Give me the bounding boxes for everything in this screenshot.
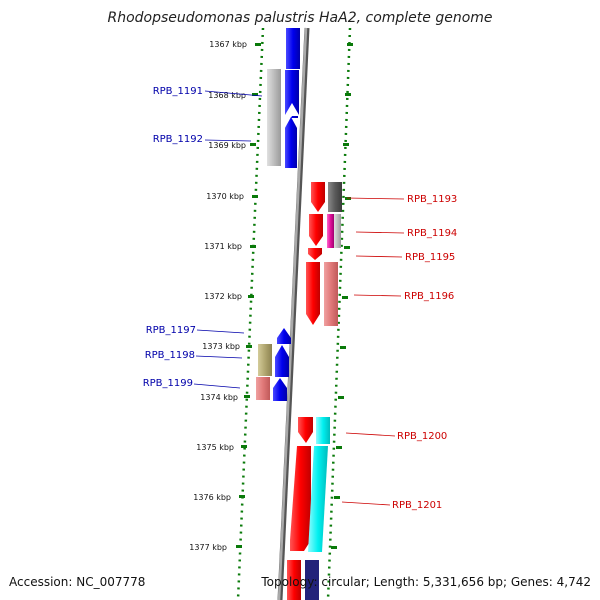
gene-label-rpb-1195[interactable]: RPB_1195 — [405, 252, 455, 263]
gene-arrow-right-strand[interactable] — [298, 417, 313, 443]
kbp-tick-label: 1370 kbp — [206, 192, 244, 201]
gene-label-rpb-1191[interactable]: RPB_1191 — [153, 86, 203, 97]
gene-block-right-strand[interactable] — [327, 214, 334, 248]
kbp-tick — [250, 245, 256, 248]
right-ruler-line — [326, 27, 352, 600]
leader-line — [196, 329, 245, 334]
gene-block-right-strand[interactable] — [334, 214, 341, 248]
left-strand-features — [256, 28, 301, 600]
gene-arrow-left-strand[interactable] — [285, 117, 297, 168]
kbp-tick-label: 1377 kbp — [189, 543, 227, 552]
gene-block-right-strand[interactable] — [328, 182, 342, 212]
kbp-ticks: 1367 kbp 1368 kbp 1369 kbp 1370 kbp 1371… — [189, 40, 353, 552]
gene-labels: RPB_1191 RPB_1192 RPB_1197 RPB_1198 RPB_… — [143, 86, 458, 511]
kbp-tick — [250, 143, 256, 146]
gene-block-left-strand[interactable] — [258, 344, 272, 376]
gene-arrow-left-strand[interactable] — [275, 345, 289, 377]
kbp-tick-label: 1374 kbp — [200, 393, 238, 402]
leader-line — [345, 432, 396, 437]
kbp-tick — [241, 445, 247, 448]
kbp-tick — [236, 545, 242, 548]
gene-label-rpb-1192[interactable]: RPB_1192 — [153, 134, 203, 145]
kbp-tick-label: 1372 kbp — [204, 292, 242, 301]
accession-label: Accession: NC_007778 — [9, 575, 145, 589]
gene-arrow-right-strand[interactable] — [306, 262, 320, 325]
kbp-tick-label: 1375 kbp — [196, 443, 234, 452]
kbp-tick-label: 1371 kbp — [204, 242, 242, 251]
leader-line — [204, 90, 263, 97]
gene-label-rpb-1197[interactable]: RPB_1197 — [146, 325, 196, 336]
kbp-tick — [255, 43, 261, 46]
leader-line — [355, 231, 405, 234]
gene-label-rpb-1193[interactable]: RPB_1193 — [407, 194, 457, 205]
gene-block-left-strand[interactable] — [267, 69, 281, 166]
right-ruler-tick — [338, 396, 344, 399]
gene-arrow-left-strand[interactable] — [277, 328, 291, 344]
right-ruler-tick — [334, 496, 340, 499]
right-ruler-tick — [345, 197, 351, 200]
gene-block-right-strand[interactable] — [324, 262, 338, 326]
gene-label-rpb-1201[interactable]: RPB_1201 — [392, 500, 442, 511]
gene-label-rpb-1196[interactable]: RPB_1196 — [404, 291, 454, 302]
leader-line — [204, 139, 252, 142]
kbp-tick-label: 1369 kbp — [208, 141, 246, 150]
leader-line — [353, 294, 402, 297]
gene-block-right-strand[interactable] — [305, 560, 319, 600]
right-ruler-tick — [347, 43, 353, 46]
gene-arrow-right-strand[interactable] — [308, 446, 328, 552]
leader-line — [195, 355, 243, 359]
right-ruler-tick — [340, 346, 346, 349]
kbp-tick — [239, 495, 245, 498]
leader-line — [341, 501, 391, 506]
right-ruler-tick — [344, 246, 350, 249]
kbp-tick-label: 1373 kbp — [202, 342, 240, 351]
kbp-tick — [252, 195, 258, 198]
gene-arrow-right-strand[interactable] — [309, 214, 323, 246]
right-ruler-tick — [342, 296, 348, 299]
gene-arrow-right-strand[interactable] — [311, 182, 325, 212]
gene-arrow-left-strand[interactable] — [286, 28, 300, 69]
gene-block-left-strand[interactable] — [287, 560, 301, 600]
kbp-tick — [246, 345, 252, 348]
dna-backbone — [277, 27, 308, 600]
kbp-tick — [244, 395, 250, 398]
gene-arrow-left-strand[interactable] — [273, 378, 287, 401]
gene-label-rpb-1194[interactable]: RPB_1194 — [407, 228, 457, 239]
gene-label-rpb-1199[interactable]: RPB_1199 — [143, 378, 193, 389]
gene-label-rpb-1198[interactable]: RPB_1198 — [145, 350, 195, 361]
gene-arrow-right-strand[interactable] — [290, 446, 311, 551]
right-ruler-tick — [336, 446, 342, 449]
gene-arrow-right-strand[interactable] — [308, 248, 322, 260]
genome-info-label: Topology: circular; Length: 5,331,656 bp… — [260, 575, 591, 589]
kbp-tick — [248, 295, 254, 298]
kbp-tick-label: 1368 kbp — [208, 91, 246, 100]
right-strand-features — [290, 182, 342, 600]
right-ruler-tick — [345, 93, 351, 96]
leader-line — [355, 255, 403, 258]
map-title: Rhodopseudomonas palustris HaA2, complet… — [107, 10, 492, 26]
right-ruler-tick — [343, 143, 349, 146]
left-ruler-line — [236, 27, 265, 600]
kbp-tick-label: 1367 kbp — [209, 40, 247, 49]
right-ruler-tick — [331, 546, 337, 549]
kbp-tick — [252, 93, 258, 96]
gene-leader-lines — [193, 90, 405, 506]
leader-line — [193, 383, 241, 389]
gene-arrow-left-strand[interactable] — [285, 70, 299, 115]
gene-block-left-strand[interactable] — [256, 377, 270, 400]
kbp-tick-label: 1376 kbp — [193, 493, 231, 502]
leader-line — [346, 197, 405, 200]
gene-block-right-strand[interactable] — [316, 417, 330, 444]
gene-label-rpb-1200[interactable]: RPB_1200 — [397, 431, 447, 442]
